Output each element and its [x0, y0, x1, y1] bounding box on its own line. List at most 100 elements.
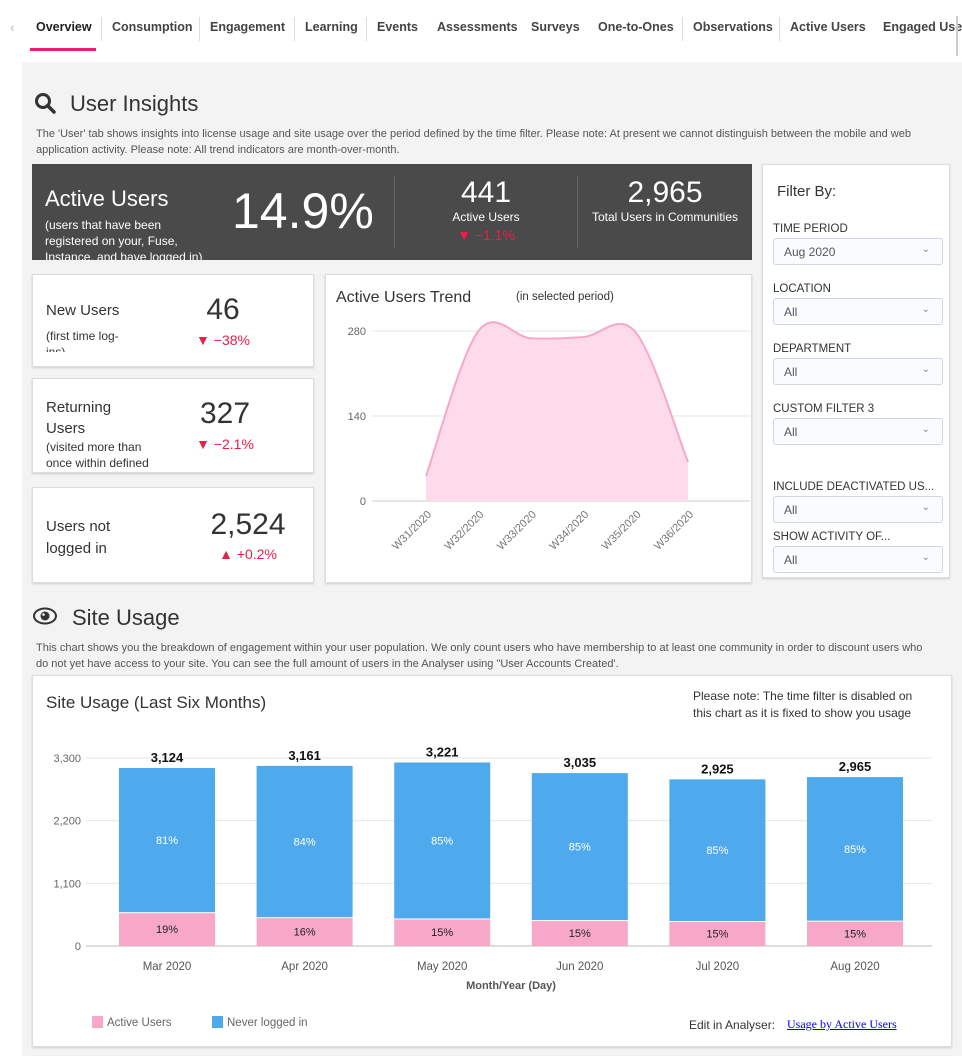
tab-engagement[interactable]: Engagement [210, 20, 286, 34]
total-users-label: Total Users in Communities [591, 210, 739, 224]
card-subtitle: (first time log-ins) [46, 329, 119, 352]
filter-select[interactable]: All ⌄ [773, 418, 943, 445]
filter-select[interactable]: All ⌄ [773, 546, 943, 573]
chevron-down-icon: ⌄ [921, 304, 930, 315]
bar-label-never-logged-in: 85% [431, 835, 453, 847]
bar-total-label: 2,965 [839, 759, 872, 774]
bar-label-never-logged-in: 85% [569, 842, 591, 854]
eye-icon [33, 607, 57, 625]
chevron-down-icon: ⌄ [921, 244, 930, 255]
filter-label: TIME PERIOD [773, 223, 848, 235]
x-tick-label: W32/2020 [443, 509, 487, 553]
card-trend: ▼ −2.1% [196, 436, 254, 452]
tab-engaged-use[interactable]: Engaged Use [883, 20, 962, 34]
legend-label: Active Users [107, 1017, 172, 1029]
bar-label-never-logged-in: 85% [844, 844, 866, 856]
tab-divider [294, 17, 295, 41]
filter-label: CUSTOM FILTER 3 [773, 403, 875, 415]
tab-consumption[interactable]: Consumption [112, 20, 193, 34]
x-tick-label: Apr 2020 [281, 961, 328, 973]
filter-value: All [784, 365, 798, 379]
bar-never-logged-in [119, 768, 215, 913]
active-users-subtitle: (users that have been registered on your… [45, 218, 203, 260]
trend-chart-subtitle: (in selected period) [516, 291, 614, 303]
tab-overview[interactable]: Overview [36, 20, 92, 34]
total-users-count: 2,965 [627, 176, 703, 209]
x-tick-label: May 2020 [417, 961, 468, 973]
bar-label-active-users: 16% [294, 927, 316, 939]
chevron-down-icon: ⌄ [921, 424, 930, 435]
search-icon [35, 93, 56, 114]
bar-total-label: 3,035 [564, 755, 597, 770]
x-tick-label: W35/2020 [600, 509, 644, 553]
bar-label-active-users: 15% [706, 929, 728, 941]
filter-value: All [784, 425, 798, 439]
filter-value: All [784, 503, 798, 517]
card-value: 46 [206, 293, 240, 326]
bar-total-label: 3,161 [288, 748, 321, 763]
filter-select[interactable]: All ⌄ [773, 298, 943, 325]
y-tick-label: 0 [360, 496, 366, 508]
card-value: 327 [199, 397, 251, 430]
tab-events[interactable]: Events [377, 20, 418, 34]
filter-select[interactable]: All ⌄ [773, 358, 943, 385]
bar-never-logged-in [394, 762, 491, 919]
bar-never-logged-in [531, 773, 628, 921]
bar-never-logged-in [807, 777, 903, 921]
legend-swatch [92, 1016, 103, 1028]
trend-line [425, 321, 689, 477]
bar-active-users [531, 921, 628, 946]
x-tick-label: W36/2020 [652, 509, 696, 553]
tab-bar: ‹ Overview Consumption Engagement Learning E… [0, 0, 962, 56]
filter-title: Filter By: [777, 183, 837, 200]
tab-assessments[interactable]: Assessments [437, 20, 518, 34]
tab-surveys[interactable]: Surveys [531, 20, 580, 34]
tab-scroll-left-icon[interactable]: ‹ [10, 19, 15, 35]
tab-divider [366, 17, 367, 41]
card-value: 2,524 [210, 508, 286, 541]
active-users-trend: ▼ −1.1% [457, 227, 515, 243]
active-users-title: Active Users [45, 186, 169, 211]
filter-label: DEPARTMENT [773, 343, 852, 355]
divider [394, 176, 395, 248]
x-tick-label: W33/2020 [495, 509, 539, 553]
bar-active-users [807, 921, 903, 946]
bar-total-label: 3,124 [151, 750, 184, 765]
divider [577, 176, 578, 248]
filter-select[interactable]: All ⌄ [773, 496, 943, 523]
bar-active-users [394, 919, 491, 946]
card-title: Returning Users [46, 399, 112, 437]
filter-value: All [784, 553, 798, 567]
usage-by-active-users-link[interactable]: Usage by Active Users [787, 1017, 897, 1031]
card-subtitle: (visited more than once within defined p… [46, 440, 149, 470]
tab-learning[interactable]: Learning [305, 20, 358, 34]
tab-observations[interactable]: Observations [693, 20, 773, 34]
trend-chart-title: Active Users Trend [336, 289, 472, 306]
chevron-down-icon: ⌄ [921, 502, 930, 513]
card-trend: ▼ −38% [196, 332, 250, 348]
site-usage-description: This chart shows you the breakdown of en… [36, 642, 923, 670]
bar-label-active-users: 15% [431, 927, 453, 939]
site-usage-chart-title: Site Usage (Last Six Months) [46, 693, 267, 712]
tab-scrollbar[interactable] [956, 16, 958, 56]
active-users-count-label: Active Users [452, 210, 520, 224]
active-users-percent: 14.9% [232, 183, 374, 239]
tab-divider [682, 17, 683, 41]
filter-value: All [784, 305, 798, 319]
tab-divider [101, 17, 102, 41]
bar-never-logged-in [669, 779, 766, 922]
bar-label-never-logged-in: 85% [706, 845, 728, 857]
x-tick-label: Jul 2020 [696, 961, 739, 973]
x-axis-title: Month/Year (Day) [466, 980, 556, 992]
bar-label-active-users: 15% [844, 928, 866, 940]
active-tab-indicator [30, 48, 96, 51]
users-not-logged-in-card: Users not logged in 2,524 ▲ +0.2% [32, 487, 314, 583]
y-tick-label: 3,300 [53, 753, 81, 765]
filter-select[interactable]: Aug 2020 ⌄ [773, 238, 943, 265]
bar-label-active-users: 15% [569, 928, 591, 940]
tab-one-to-ones[interactable]: One-to-Ones [598, 20, 674, 34]
tab-active-users[interactable]: Active Users [790, 20, 866, 34]
bar-active-users [669, 922, 766, 946]
legend-swatch [212, 1016, 223, 1028]
